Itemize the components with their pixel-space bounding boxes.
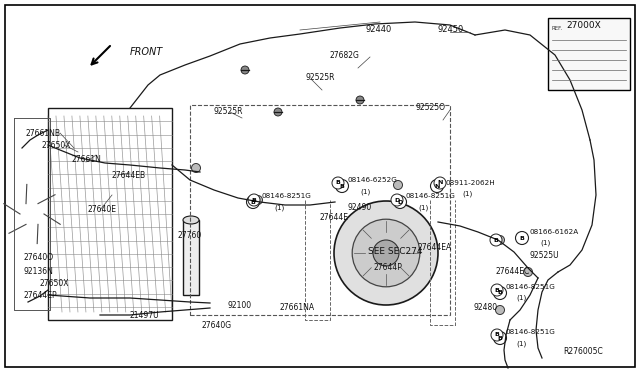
Text: 92525O: 92525O (416, 103, 446, 112)
Circle shape (248, 194, 260, 206)
Circle shape (431, 180, 444, 192)
Text: B: B (497, 336, 502, 340)
Circle shape (491, 284, 503, 296)
Text: 27644EC: 27644EC (496, 267, 531, 276)
Text: 92100: 92100 (228, 301, 252, 310)
Bar (190, 105, 450, 315)
Text: REF.: REF. (552, 26, 563, 31)
Circle shape (253, 196, 262, 205)
Text: 27640O: 27640O (24, 253, 54, 263)
Bar (48, 108, 172, 320)
Text: (1): (1) (516, 295, 526, 301)
Circle shape (495, 334, 504, 343)
Text: 92525U: 92525U (530, 250, 559, 260)
Text: R276005C: R276005C (563, 347, 603, 356)
Text: FRONT: FRONT (130, 47, 163, 57)
Text: B: B (495, 333, 499, 337)
Text: 92480: 92480 (474, 304, 498, 312)
Text: 27644EP: 27644EP (24, 291, 58, 299)
Circle shape (495, 235, 504, 244)
Text: N: N (435, 183, 440, 189)
Text: 92525R: 92525R (306, 74, 335, 83)
Text: (1): (1) (274, 205, 284, 211)
Text: B: B (520, 235, 524, 241)
Circle shape (434, 177, 446, 189)
Text: (1): (1) (540, 240, 550, 246)
Text: 92136N: 92136N (24, 266, 54, 276)
Text: B: B (251, 199, 255, 205)
Text: 27644EB: 27644EB (112, 170, 146, 180)
Text: D: D (394, 198, 399, 202)
Circle shape (274, 108, 282, 116)
Circle shape (524, 267, 532, 276)
Circle shape (332, 177, 344, 189)
Circle shape (495, 305, 504, 314)
Text: 27661N: 27661N (72, 155, 102, 164)
Text: D: D (397, 199, 403, 205)
Circle shape (373, 240, 399, 266)
Text: (1): (1) (516, 341, 526, 347)
Text: 27640G: 27640G (202, 321, 232, 330)
Text: 08146-8251G: 08146-8251G (262, 193, 312, 199)
Circle shape (335, 180, 349, 192)
Circle shape (335, 182, 344, 190)
Text: 08146-8251G: 08146-8251G (406, 193, 456, 199)
Text: 27661NA: 27661NA (280, 302, 315, 311)
Text: 92450: 92450 (438, 26, 464, 35)
Circle shape (356, 96, 364, 104)
Text: 08146-6252G: 08146-6252G (347, 177, 397, 183)
Circle shape (491, 329, 503, 341)
Text: 27644E: 27644E (320, 214, 349, 222)
Circle shape (191, 164, 200, 173)
Text: 27682G: 27682G (330, 51, 360, 60)
Text: B: B (493, 237, 499, 243)
Circle shape (241, 66, 249, 74)
Text: 27640E: 27640E (88, 205, 117, 215)
Text: 92490: 92490 (348, 202, 372, 212)
Text: 27644EA: 27644EA (418, 244, 452, 253)
Circle shape (493, 286, 506, 299)
Bar (183, 220, 199, 295)
Text: 92440: 92440 (366, 25, 392, 33)
Text: 08146-8251G: 08146-8251G (506, 329, 556, 335)
Bar (548, 18, 630, 90)
Text: SEE SEC274: SEE SEC274 (368, 247, 422, 257)
Text: 92525R: 92525R (213, 108, 243, 116)
Text: 27650X: 27650X (42, 141, 72, 150)
Text: 27644P: 27644P (374, 263, 403, 273)
Text: B: B (495, 288, 499, 292)
Circle shape (493, 331, 506, 344)
Circle shape (394, 180, 403, 189)
Text: 27000X: 27000X (566, 20, 601, 29)
Text: (1): (1) (462, 191, 472, 197)
Circle shape (391, 194, 403, 206)
Text: N: N (437, 180, 443, 186)
Text: B: B (340, 183, 344, 189)
Circle shape (246, 196, 259, 208)
Text: 27760: 27760 (178, 231, 202, 240)
Circle shape (394, 196, 406, 208)
Ellipse shape (183, 216, 199, 224)
Circle shape (352, 219, 420, 287)
Text: 08911-2062H: 08911-2062H (445, 180, 495, 186)
Text: B: B (252, 198, 257, 202)
Text: 27661NB: 27661NB (26, 128, 61, 138)
Text: 21497U: 21497U (130, 311, 159, 321)
Text: 27650X: 27650X (40, 279, 70, 288)
Text: B: B (497, 291, 502, 295)
Text: (1): (1) (418, 205, 428, 211)
Text: 08146-8251G: 08146-8251G (506, 284, 556, 290)
Circle shape (515, 231, 529, 244)
Circle shape (490, 234, 502, 246)
Text: 08166-6162A: 08166-6162A (530, 229, 579, 235)
Circle shape (433, 182, 442, 190)
Text: (1): (1) (360, 189, 371, 195)
Circle shape (334, 201, 438, 305)
Text: B: B (335, 180, 340, 186)
